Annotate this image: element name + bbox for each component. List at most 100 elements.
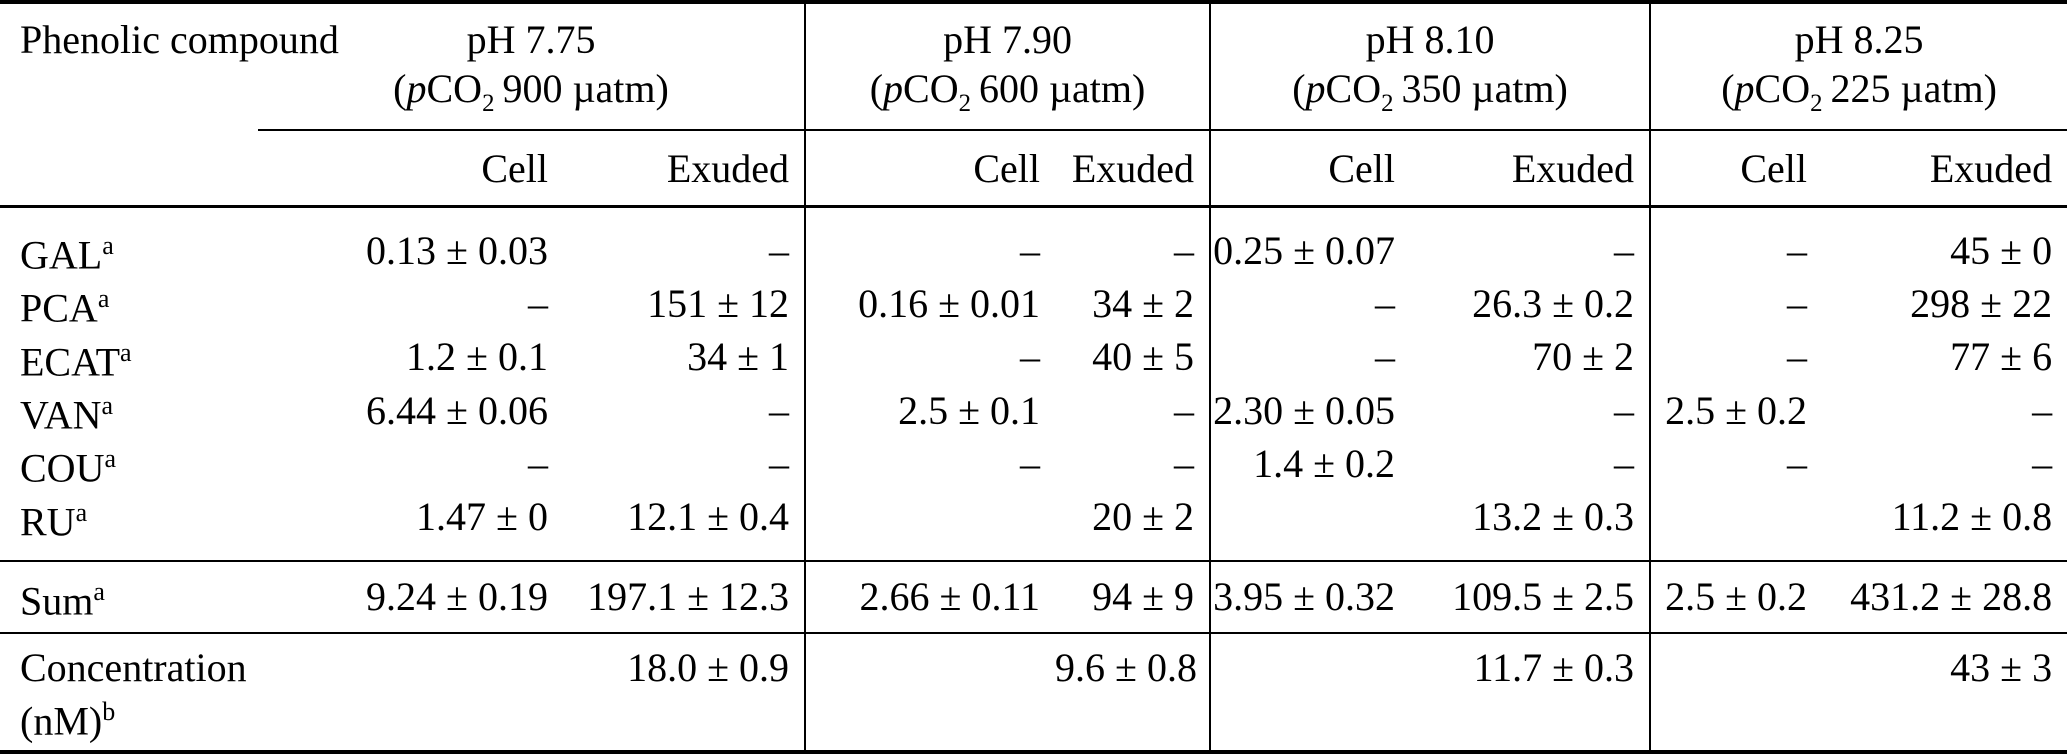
group-header-ph-7-90: pH 7.90 (pCO2 600 µatm): [805, 2, 1212, 131]
value-cell: 298 ± 22: [1910, 280, 2053, 326]
footnote-marker: a: [101, 390, 114, 420]
subheader-exuded-g4: Exuded: [1822, 130, 2067, 208]
compound-name: GAL: [20, 232, 103, 278]
group-header-ph-8-25: pH 8.25 (pCO2 225 µatm): [1650, 2, 2067, 131]
concentration-label-line1: Concentration: [20, 644, 247, 690]
value-cell: 0.25 ± 0.07: [1213, 227, 1396, 273]
value-cell: 11.7 ± 0.3: [1410, 632, 1652, 752]
group-header-ph-7-75: pH 7.75 (pCO2 900 µatm): [258, 2, 807, 131]
value-cell: 6.44 ± 0.06: [366, 387, 548, 433]
value-cell: 197.1 ± 12.3: [563, 560, 807, 634]
value-cell: 77 ± 6: [1950, 334, 2053, 380]
value-cell: –: [1787, 280, 1808, 326]
subheader-exuded-g2: Exuded: [1055, 130, 1212, 208]
value-cell: –: [1055, 383, 1212, 438]
value-cell: –: [1787, 334, 1808, 380]
value-cell: 9.6 ± 0.8: [1055, 632, 1212, 752]
value-cell: –: [1020, 440, 1041, 486]
value-cell: 12.1 ± 0.4: [563, 490, 807, 562]
compound-name: RU: [20, 498, 76, 544]
footnote-marker: a: [102, 231, 114, 260]
compound-name: VAN: [20, 392, 102, 438]
subheader-exuded-g3: Exuded: [1410, 130, 1652, 208]
value-cell: [1650, 633, 1822, 752]
subheader-row: Cell Exuded Cell Exuded Cell Exuded Cell…: [0, 130, 2067, 208]
ph-label: pH 7.90: [943, 17, 1072, 62]
value-cell: –: [1410, 206, 1652, 278]
pco2-label: (pCO2 600 µatm): [869, 66, 1146, 117]
footnote-marker: a: [120, 337, 132, 367]
compound-name: Sum: [20, 578, 94, 624]
ph-label: pH 8.10: [1365, 17, 1495, 62]
value-cell: –: [528, 280, 548, 326]
value-cell: –: [1787, 440, 1808, 486]
row-label: ECATa: [0, 331, 258, 384]
ph-label: pH 7.75: [466, 17, 596, 62]
compound-row-cou: COUa – – – –1.4 ± 0.2– – –: [0, 437, 2067, 491]
value-cell: 26.3 ± 0.2: [1410, 277, 1652, 331]
value-cell: [258, 633, 563, 752]
value-cell: –: [1410, 437, 1652, 491]
value-cell: 11.2 ± 0.8: [1822, 490, 2067, 562]
value-cell: 2.5 ± 0.1: [898, 387, 1041, 433]
value-cell: –: [1020, 227, 1041, 273]
compound-row-gal: GALa 0.13 ± 0.03– – –0.25 ± 0.07– –45 ± 0: [0, 206, 2067, 278]
compound-column-header: Phenolic compound: [0, 2, 339, 208]
value-cell: 2.5 ± 0.2: [1665, 387, 1808, 433]
value-cell: 1.2 ± 0.1: [406, 334, 548, 380]
subheader-cell-g3: Cell: [1210, 130, 1411, 208]
value-cell: [1210, 633, 1410, 752]
concentration-row: Concentration (nM)b 18.0 ± 0.9 9.6 ± 0.8 11.…: [0, 632, 2067, 752]
row-label: GALa: [0, 207, 258, 278]
value-cell: –: [1020, 334, 1041, 380]
footnote-marker: a: [104, 444, 116, 474]
value-cell: 94 ± 9: [1055, 560, 1212, 634]
group-header-row: Phenolic compound pH 7.75 (pCO2 900 µatm)…: [0, 2, 2067, 208]
value-cell: 2.30 ± 0.05: [1213, 387, 1396, 433]
value-cell: –: [563, 206, 807, 278]
ph-label: pH 8.25: [1794, 17, 1924, 62]
compound-name: COU: [20, 445, 105, 491]
value-cell: 431.2 ± 28.8: [1822, 560, 2067, 634]
value-cell: –: [1375, 334, 1396, 380]
subheader-cell-g1: Cell: [258, 130, 563, 208]
group-header-ph-8-10: pH 8.10 (pCO2 350 µatm): [1210, 2, 1652, 131]
value-cell: –: [1375, 280, 1396, 326]
value-cell: 13.2 ± 0.3: [1410, 490, 1652, 562]
value-cell: –: [1055, 437, 1212, 491]
value-cell: 2.5 ± 0.2: [1650, 560, 1823, 634]
value-cell: 34 ± 2: [1055, 277, 1212, 331]
row-label: RUa: [0, 490, 258, 562]
value-cell: 0.16 ± 0.01: [858, 280, 1041, 326]
value-cell: –: [2032, 440, 2053, 486]
row-label: Concentration (nM)b: [0, 633, 258, 752]
value-cell: 3.95 ± 0.32: [1210, 560, 1411, 634]
compound-column-header-label: Phenolic compound: [20, 17, 339, 62]
value-cell: 20 ± 2: [1055, 490, 1212, 562]
compound-row-pca: PCAa –151 ± 12 0.16 ± 0.01 34 ± 2–26.3 ± 0.…: [0, 277, 2067, 331]
pco2-label: (pCO2 350 µatm): [1292, 66, 1568, 117]
row-label: COUa: [0, 437, 258, 490]
value-cell: –: [1787, 227, 1808, 273]
value-cell: 1.4 ± 0.2: [1253, 440, 1396, 486]
pco2-label: (pCO2 900 µatm): [393, 66, 669, 117]
subheader-exuded-g1: Exuded: [563, 130, 807, 208]
compound-row-ru: RUa 1.47 ± 0 12.1 ± 0.4 20 ± 2 13.2 ± 0.3 11.…: [0, 490, 2067, 562]
value-cell: –: [1055, 206, 1212, 278]
value-cell: [1650, 490, 1823, 562]
value-cell: 109.5 ± 2.5: [1410, 560, 1652, 634]
compound-name: ECAT: [20, 338, 120, 384]
footnote-marker: a: [97, 284, 110, 314]
value-cell: –: [563, 383, 807, 438]
sum-row: Suma 9.24 ± 0.19 197.1 ± 12.3 2.66 ± 0.11 94…: [0, 560, 2067, 634]
value-cell: 43 ± 3: [1950, 644, 2053, 690]
value-cell: 1.47 ± 0: [258, 490, 563, 562]
value-cell: 0.13 ± 0.03: [366, 227, 548, 273]
footnote-marker: a: [75, 497, 88, 527]
value-cell: [805, 633, 1055, 752]
row-label: VANa: [0, 384, 258, 437]
value-cell: –: [1410, 383, 1652, 438]
value-cell: 34 ± 1: [563, 330, 807, 384]
compound-row-ecat: ECATa 1.2 ± 0.1 34 ± 1–40 ± 5–70 ± 2–77 ± …: [0, 330, 2067, 384]
